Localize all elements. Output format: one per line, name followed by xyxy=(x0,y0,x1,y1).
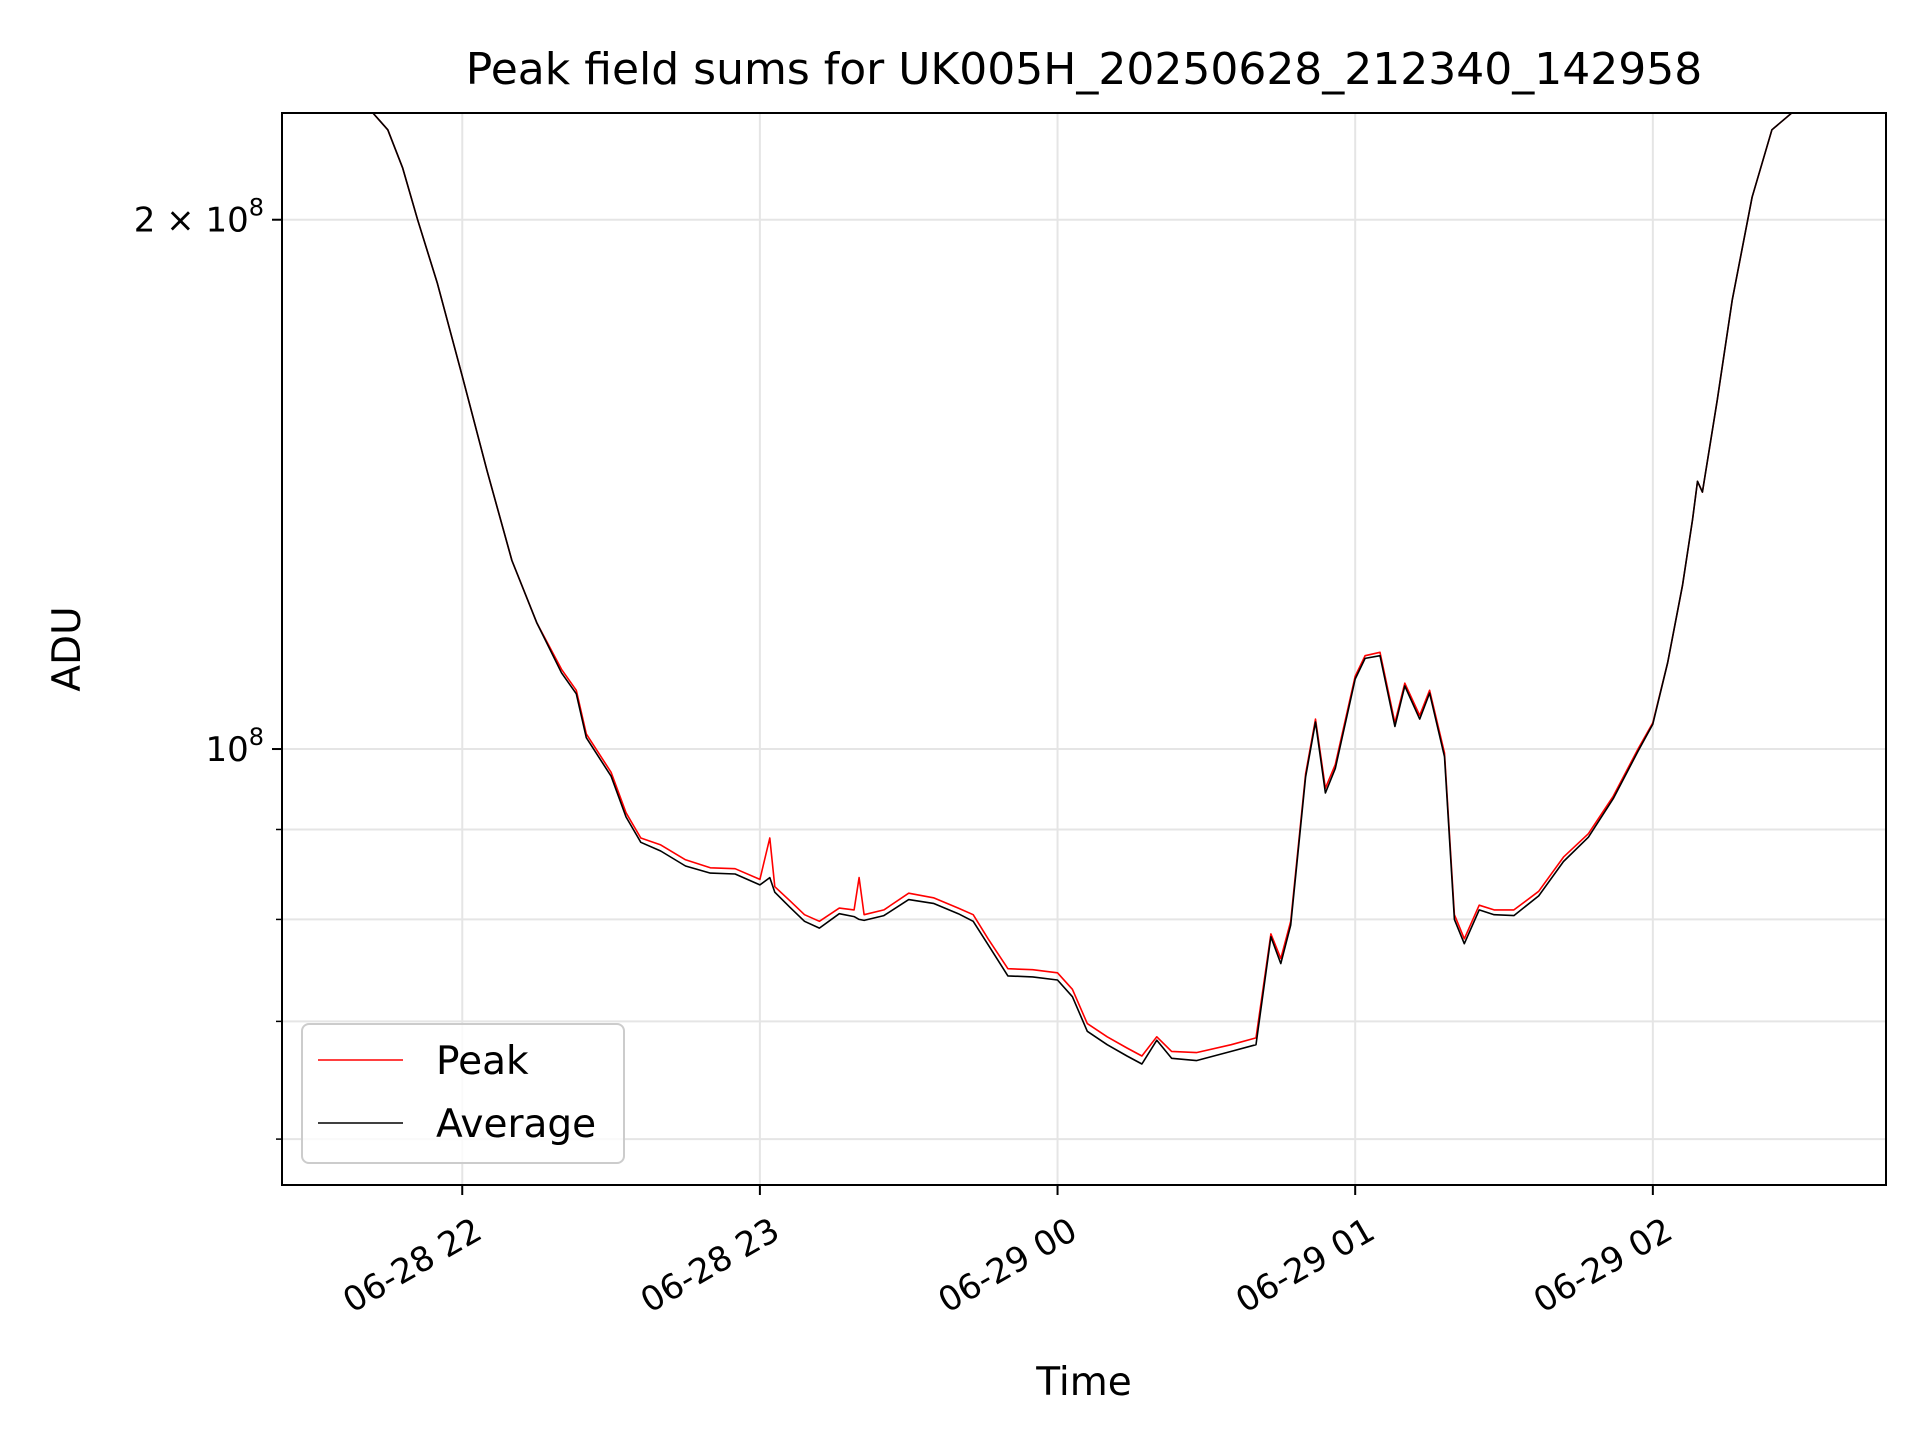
grid-lines xyxy=(282,113,1886,1185)
legend-box xyxy=(301,1023,625,1164)
legend-label-average: Average xyxy=(436,1102,596,1147)
series-line-peak xyxy=(282,113,1886,1057)
y-tick-label-base: 10 xyxy=(205,730,248,770)
legend: Peak Average xyxy=(301,1023,625,1164)
series-line-average xyxy=(282,113,1886,1065)
y-tick-label: 2 × 108 xyxy=(134,194,264,241)
y-tick-label-base: 2 × 10 xyxy=(134,201,249,241)
y-tick-label: 108 xyxy=(205,723,264,770)
plot-area-frame xyxy=(281,112,1887,1186)
series-layer xyxy=(282,113,1886,1065)
y-tick-label-exponent: 8 xyxy=(249,194,264,222)
y-axis-label: ADU xyxy=(45,606,90,691)
legend-label-peak: Peak xyxy=(436,1039,529,1084)
y-tick-label-exponent: 8 xyxy=(249,723,264,751)
chart-title: Peak field sums for UK005H_20250628_2123… xyxy=(466,44,1702,95)
x-axis-label: Time xyxy=(1035,1360,1131,1405)
